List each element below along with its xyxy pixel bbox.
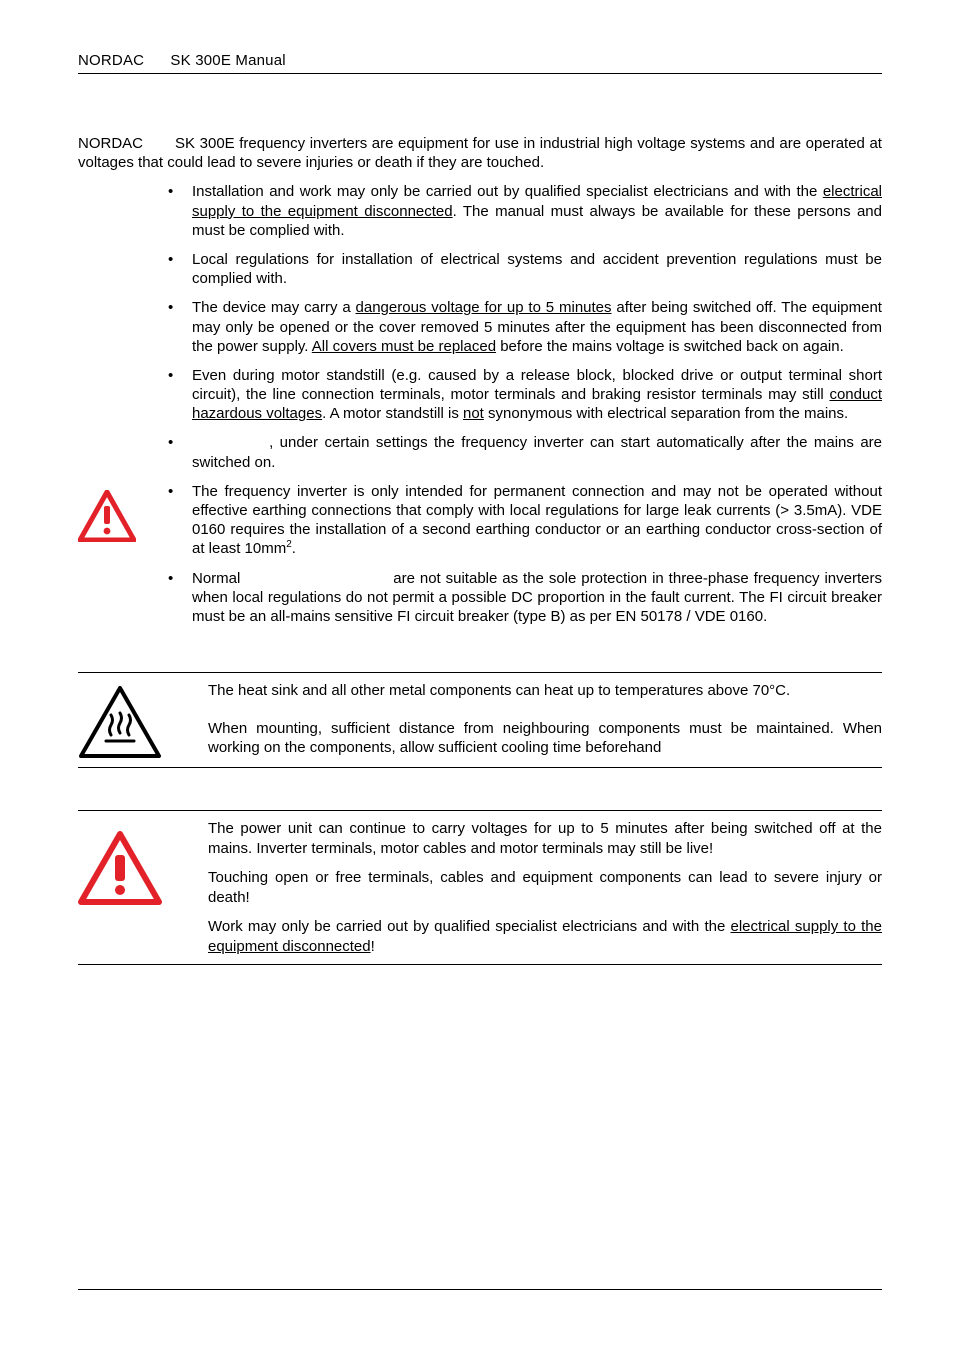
- danger-icon-cell: [78, 817, 208, 905]
- bullet-list: Installation and work may only be carrie…: [160, 182, 882, 626]
- heat-line1: The heat sink and all other metal compon…: [208, 681, 882, 701]
- intro-paragraph: NORDAC SK 300E frequency inverters are e…: [78, 134, 882, 172]
- danger-line2: Touching open or free terminals, cables …: [208, 868, 882, 907]
- hot-surface-icon: [78, 685, 162, 759]
- bullet-item: Normal are not suitable as the sole prot…: [160, 569, 882, 627]
- intro-body: SK 300E frequency inverters are equipmen…: [78, 135, 882, 171]
- bullet-item: Even during motor standstill (e.g. cause…: [160, 366, 882, 424]
- intro-prefix: NORDAC: [78, 135, 143, 152]
- header-right: SK 300E Manual: [170, 52, 285, 69]
- danger-triangle-icon: [78, 831, 162, 905]
- bullet-item: Local regulations for installation of el…: [160, 250, 882, 288]
- warning-triangle-icon: [78, 490, 136, 542]
- danger-note-block: The power unit can continue to carry vol…: [78, 810, 882, 965]
- heat-note-text: The heat sink and all other metal compon…: [208, 679, 882, 758]
- bullet-item: , under certain settings the frequency i…: [160, 433, 882, 471]
- header-left: NORDAC: [78, 52, 144, 69]
- danger-line1: The power unit can continue to carry vol…: [208, 819, 882, 858]
- footer-rule: [78, 1289, 882, 1290]
- heat-line2: When mounting, sufficient distance from …: [208, 719, 882, 758]
- heat-icon-cell: [78, 679, 208, 759]
- warning-icon-left: [78, 490, 136, 547]
- bullet-item: The frequency inverter is only intended …: [160, 482, 882, 559]
- bullet-item: The device may carry a dangerous voltage…: [160, 298, 882, 356]
- heat-note-block: The heat sink and all other metal compon…: [78, 672, 882, 768]
- page-header: NORDAC SK 300E Manual: [78, 52, 882, 74]
- danger-note-text: The power unit can continue to carry vol…: [208, 817, 882, 956]
- bullet-item: Installation and work may only be carrie…: [160, 182, 882, 240]
- danger-line3: Work may only be carried out by qualifie…: [208, 917, 882, 956]
